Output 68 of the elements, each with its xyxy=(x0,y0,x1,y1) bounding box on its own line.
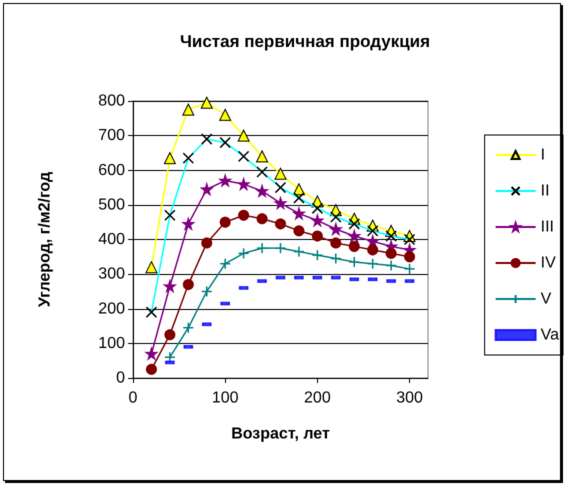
legend-label: IV xyxy=(540,254,556,272)
x-tick-label: 200 xyxy=(304,390,331,406)
y-tick-label: 300 xyxy=(98,266,126,283)
point xyxy=(274,168,286,180)
point xyxy=(312,230,323,242)
y-tick-label: 0 xyxy=(116,370,126,386)
point xyxy=(404,251,416,262)
y-tick-label: 100 xyxy=(98,334,126,352)
point xyxy=(293,225,304,236)
point xyxy=(145,261,158,274)
chart-title: Чистая первичная продукция xyxy=(180,32,430,51)
point xyxy=(219,258,231,270)
point xyxy=(386,248,397,259)
point xyxy=(274,197,286,209)
point xyxy=(238,130,250,142)
point xyxy=(182,104,194,116)
point xyxy=(164,280,176,292)
point xyxy=(238,178,250,190)
point xyxy=(219,174,231,186)
point xyxy=(201,286,212,298)
point xyxy=(256,185,268,197)
point xyxy=(219,108,232,121)
point xyxy=(312,214,324,226)
point xyxy=(164,351,176,363)
point xyxy=(220,216,231,228)
point xyxy=(164,329,176,340)
point xyxy=(348,240,360,252)
point xyxy=(348,256,360,268)
point xyxy=(275,218,286,230)
x-tick-label: 100 xyxy=(212,390,239,406)
point xyxy=(146,364,157,375)
legend-label: V xyxy=(540,290,552,308)
point xyxy=(367,244,378,256)
x-tick-label: 300 xyxy=(396,390,424,406)
point xyxy=(201,237,212,248)
legend-label: Va xyxy=(540,326,560,344)
y-tick-label: 700 xyxy=(98,127,126,144)
x-axis-title: Возраст, лет xyxy=(231,426,330,442)
legend-label: I xyxy=(540,146,546,164)
point xyxy=(330,237,342,248)
point xyxy=(256,150,268,162)
point xyxy=(348,230,360,242)
y-tick-label: 800 xyxy=(98,92,126,110)
point xyxy=(238,248,250,260)
legend-label: II xyxy=(540,182,550,200)
x-tick-label: 0 xyxy=(128,390,138,406)
point xyxy=(293,208,305,220)
point xyxy=(293,246,305,258)
point xyxy=(385,260,397,272)
point xyxy=(182,322,194,334)
point xyxy=(330,252,342,264)
point xyxy=(366,258,378,270)
point xyxy=(330,223,342,235)
point xyxy=(274,242,286,254)
y-axis-title: Углерод, г/м2/год xyxy=(36,172,54,308)
y-tick-label: 400 xyxy=(98,231,126,248)
point xyxy=(256,242,268,254)
y-tick-label: 600 xyxy=(98,162,126,179)
point xyxy=(256,213,268,224)
y-tick-label: 500 xyxy=(98,196,126,214)
point xyxy=(182,279,194,290)
point xyxy=(164,152,176,164)
point xyxy=(238,210,250,221)
point xyxy=(404,263,416,275)
legend-label: III xyxy=(540,218,554,236)
point xyxy=(312,249,324,261)
point xyxy=(200,96,213,109)
y-tick-label: 200 xyxy=(98,300,126,318)
